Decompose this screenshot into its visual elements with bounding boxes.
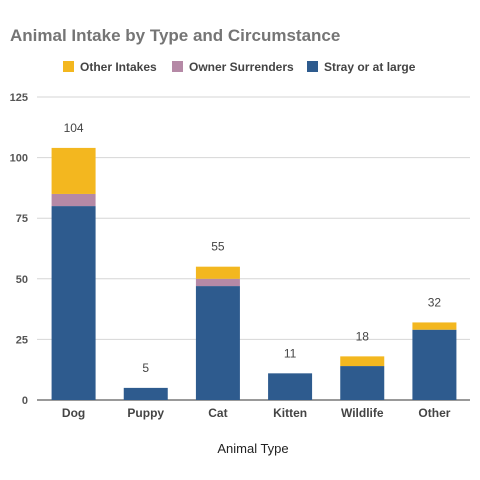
bar-segment: [195, 286, 240, 400]
y-tick-label: 125: [10, 92, 28, 104]
bar-total-label: 32: [428, 295, 442, 309]
legend-label: Owner Surrenders: [189, 60, 294, 74]
gridlines: [37, 96, 470, 401]
bars: [51, 147, 457, 400]
bar-segment: [123, 387, 168, 400]
legend-label: Other Intakes: [80, 60, 157, 74]
y-axis-ticks: 0 25 50 75 100 125: [10, 92, 28, 407]
x-tick-label: Puppy: [127, 406, 164, 420]
legend-label: Stray or at large: [324, 60, 416, 74]
bar-segment: [195, 278, 240, 287]
y-tick-label: 50: [16, 274, 28, 286]
bar-segment: [51, 193, 96, 207]
bar-total-label: 5: [142, 361, 149, 375]
x-tick-label: Cat: [208, 406, 227, 420]
x-tick-label: Kitten: [273, 406, 307, 420]
legend-swatch: [63, 61, 74, 72]
bar-total-label: 18: [356, 329, 370, 343]
y-tick-label: 0: [22, 395, 28, 407]
bar-segment: [412, 322, 457, 330]
x-axis-ticks: Dog Puppy Cat Kitten Wildlife Other: [62, 406, 451, 420]
legend-swatch: [172, 61, 183, 72]
bar-segment: [51, 206, 96, 400]
y-tick-label: 75: [16, 213, 28, 225]
y-tick-label: 25: [16, 334, 28, 346]
bar-segment: [268, 373, 313, 400]
x-tick-label: Dog: [62, 406, 85, 420]
bar-segment: [340, 356, 385, 367]
bar-segment: [51, 147, 96, 194]
bar-segment: [340, 366, 385, 400]
legend-swatch: [307, 61, 318, 72]
x-tick-label: Wildlife: [341, 406, 384, 420]
y-tick-label: 100: [10, 153, 28, 165]
bar-segment: [412, 329, 457, 400]
x-axis-title: Animal Type: [217, 441, 288, 456]
bar-segment: [195, 266, 240, 279]
bar-total-label: 55: [211, 240, 225, 254]
chart-title: Animal Intake by Type and Circumstance: [10, 26, 340, 45]
x-tick-label: Other: [418, 406, 450, 420]
bar-total-label: 104: [64, 121, 84, 135]
legend: Other Intakes Owner Surrenders Stray or at…: [63, 60, 416, 74]
bar-total-label: 11: [284, 346, 297, 360]
